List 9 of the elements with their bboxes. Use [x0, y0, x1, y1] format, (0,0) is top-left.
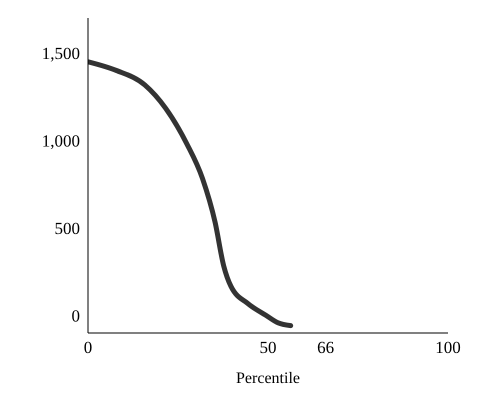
y-tick-label: 0	[72, 306, 80, 326]
x-tick-label: 66	[317, 338, 334, 358]
x-tick-label: 0	[84, 338, 92, 358]
y-tick-label: 1,500	[42, 44, 80, 64]
y-tick-label: 500	[54, 219, 80, 238]
y-tick-label: 1,000	[42, 132, 80, 151]
x-tick-label: 100	[435, 338, 461, 358]
x-tick-label: 50	[260, 338, 276, 358]
x-axis-title: Percentile	[236, 370, 300, 387]
